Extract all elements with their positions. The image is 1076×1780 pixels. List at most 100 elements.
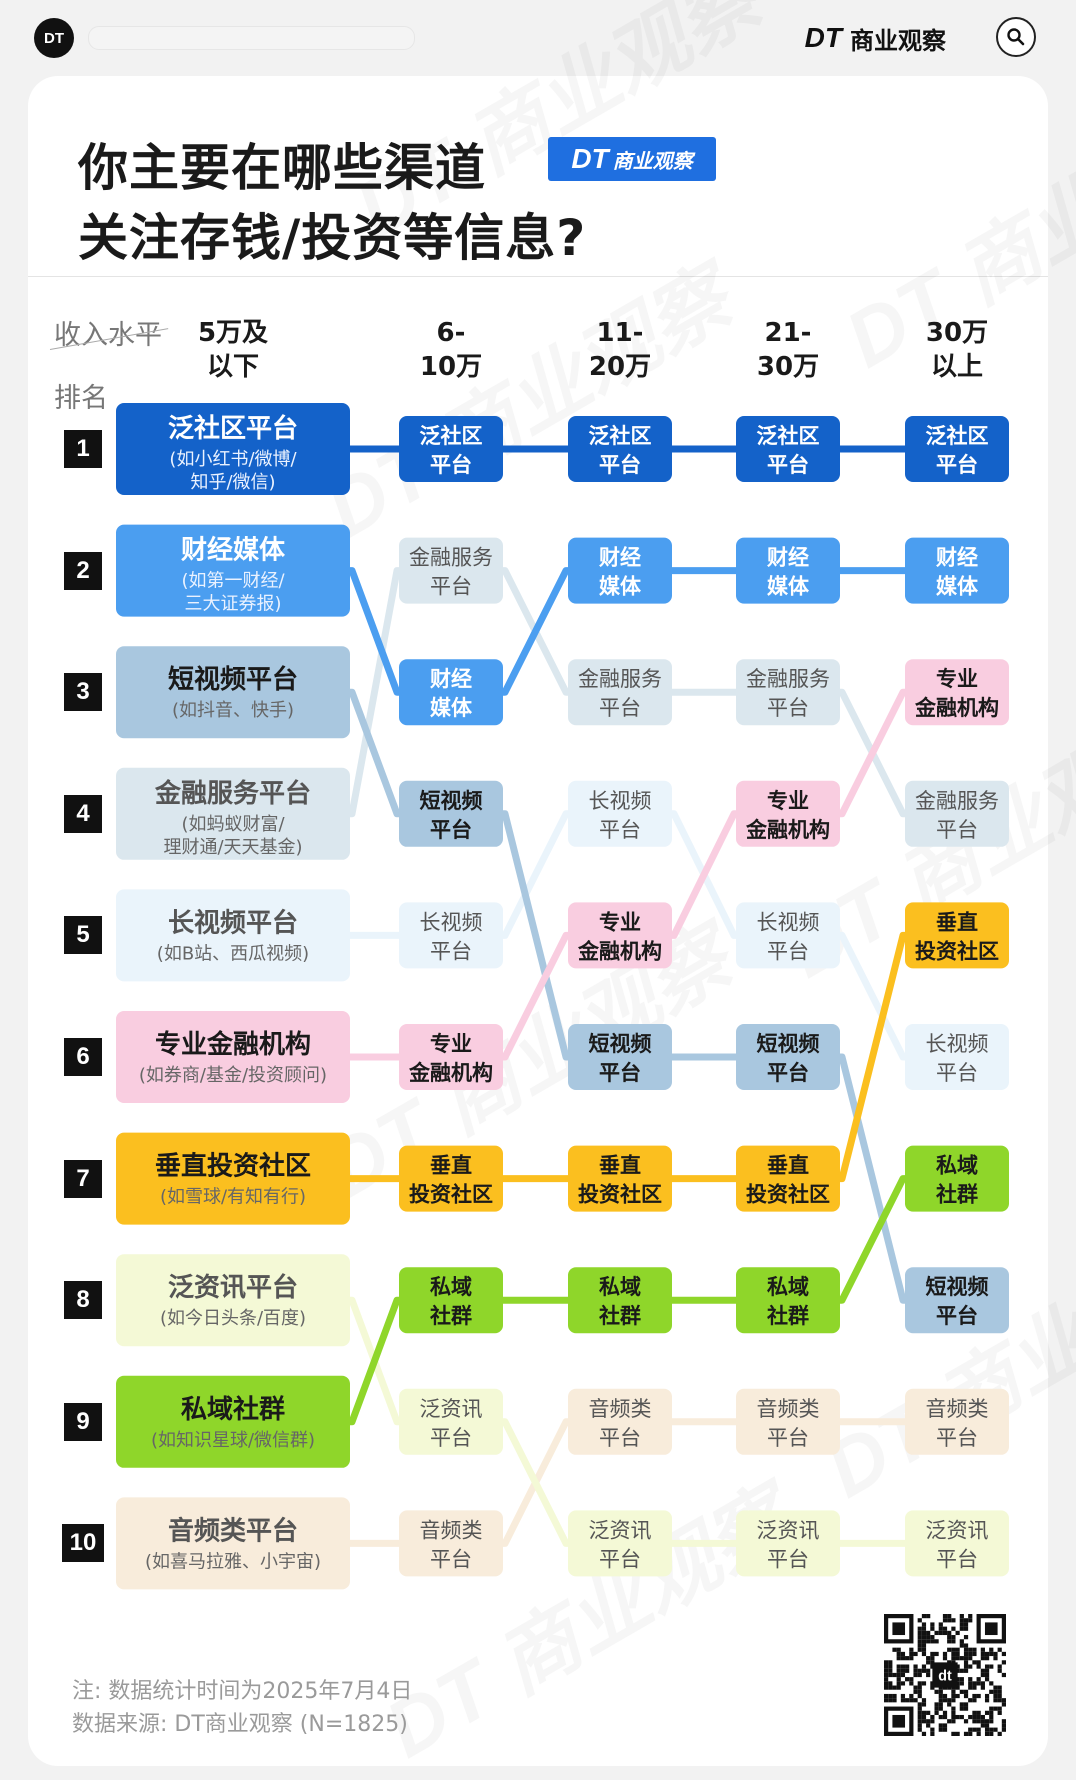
connector-短视频平台 [836,1053,909,1304]
cell-label: 社群 [429,1304,472,1328]
cell-bg [736,1267,840,1334]
cell-label: 泛资讯 [589,1518,652,1542]
channel-card-rank-3: 短视频平台 (如抖音、快手) [116,646,350,739]
qr-code-icon[interactable]: dt [884,1614,1006,1736]
income-header-line: 6- [436,318,466,348]
cell-label: 音频类 [926,1397,989,1421]
cell-label: 金融机构 [745,818,830,842]
svg-text:dt: dt [938,1668,952,1684]
channel-card-rank-4: 金融服务平台 (如蚂蚁财富/理财通/天天基金) [116,767,350,860]
cell-label: 投资社区 [578,1183,662,1207]
channel-card-bg [116,403,350,495]
cell-bg [905,1145,1009,1212]
cell-11-20万-rank-1: 泛社区平台 [568,416,672,482]
brand-logo: DT [804,22,842,53]
channel-name: 短视频平台 [168,664,298,695]
cell-bg [736,1388,840,1455]
cell-6-10万-rank-1: 泛社区平台 [399,416,503,482]
rank-5: 5 [64,916,102,955]
channel-card-bg [116,646,350,739]
cell-label: 长视频 [926,1032,989,1056]
cell-label: 平台 [599,1061,641,1085]
cell-bg [736,416,840,482]
channel-example: (如雪球/有知有行) [160,1187,306,1208]
cell-bg [905,1388,1009,1455]
cell-label: 平台 [430,453,472,477]
cell-label: 泛资讯 [926,1518,989,1542]
channel-example: (如知识星球/微信群) [151,1430,315,1451]
cell-label: 平台 [936,453,978,477]
cell-label: 短视频 [926,1275,989,1299]
cell-30万以上-rank-9: 音频类平台 [905,1388,1009,1455]
cell-label: 泛资讯 [757,1518,820,1542]
cell-11-20万-rank-8: 私域社群 [568,1267,672,1334]
cell-21-30万-rank-1: 泛社区平台 [736,416,840,482]
cell-11-20万-rank-2: 财经媒体 [568,537,672,604]
cell-label: 泛社区 [589,424,652,448]
cell-21-30万-rank-4: 专业金融机构 [736,780,840,847]
cell-bg [568,1267,672,1334]
account-avatar[interactable]: DT [34,18,74,58]
connector-泛资讯平台 [499,1418,572,1547]
cell-label: 金融服务 [746,667,830,691]
cell-11-20万-rank-5: 专业金融机构 [568,902,672,969]
search-button[interactable] [996,17,1036,57]
cell-label: 短视频 [757,1032,820,1056]
connector-lines [346,445,909,1547]
cell-label: 社群 [598,1304,641,1328]
cell-bg [568,1388,672,1455]
cell-bg [568,902,672,969]
cell-label: 长视频 [589,789,652,813]
cell-label: 短视频 [420,789,483,813]
cell-label: 投资社区 [746,1183,830,1207]
cell-label: 金融机构 [914,696,999,720]
cell-label: 平台 [430,939,472,963]
channel-card-bg [116,1375,350,1468]
channel-card-bg [116,1132,350,1225]
search-placeholder-bar[interactable] [88,26,415,50]
cell-bg [399,537,503,604]
cell-6-10万-rank-3: 财经媒体 [399,659,503,726]
cell-bg [568,1145,672,1212]
connector-专业金融机构 [668,810,740,939]
cell-11-20万-rank-6: 短视频平台 [568,1024,672,1090]
channel-card-bg [116,889,350,982]
cell-label: 平台 [599,1426,641,1450]
cell-30万以上-rank-5: 垂直投资社区 [905,902,1009,969]
channel-card-rank-5: 长视频平台 (如B站、西瓜视频) [116,889,350,982]
rank-10: 10 [62,1524,104,1563]
search-icon [1007,28,1025,46]
income-header-5: 30万 以上 [882,316,1032,384]
rank-9: 9 [64,1402,102,1441]
cell-bg [399,902,503,969]
cell-label: 泛资讯 [420,1397,483,1421]
cell-bg [568,416,672,482]
cell-30万以上-rank-2: 财经媒体 [905,537,1009,604]
badge-text: 商业观察 [612,148,693,173]
rank-6: 6 [64,1038,102,1076]
cell-21-30万-rank-6: 短视频平台 [736,1024,840,1090]
income-header-line: 以上 [930,352,983,382]
cell-label: 平台 [936,818,978,842]
cell-11-20万-rank-3: 金融服务平台 [568,659,672,726]
cell-label: 平台 [430,1426,472,1450]
cell-bg [568,537,672,604]
income-header-line: 11- [596,318,644,348]
cell-label: 财经 [599,546,641,570]
cell-label: 垂直 [767,1154,809,1178]
cell-label: 投资社区 [915,939,999,963]
channel-card-rank-7: 垂直投资社区 (如雪球/有知有行) [116,1132,350,1225]
rank-3: 3 [64,673,102,712]
cell-label: 长视频 [420,910,483,934]
cell-label: 私域 [767,1275,809,1299]
cell-11-20万-rank-7: 垂直投资社区 [568,1145,672,1212]
cell-bg [736,1510,840,1577]
channel-example: (如第一财经/ [181,571,285,592]
cell-bg [736,1145,840,1212]
cell-label: 短视频 [589,1032,652,1056]
title-divider [28,276,1048,277]
cell-label: 平台 [430,1547,472,1571]
channel-card-rank-10: 音频类平台 (如喜马拉雅、小宇宙) [116,1497,350,1590]
cell-label: 平台 [599,453,641,477]
cell-label: 泛社区 [420,424,483,448]
